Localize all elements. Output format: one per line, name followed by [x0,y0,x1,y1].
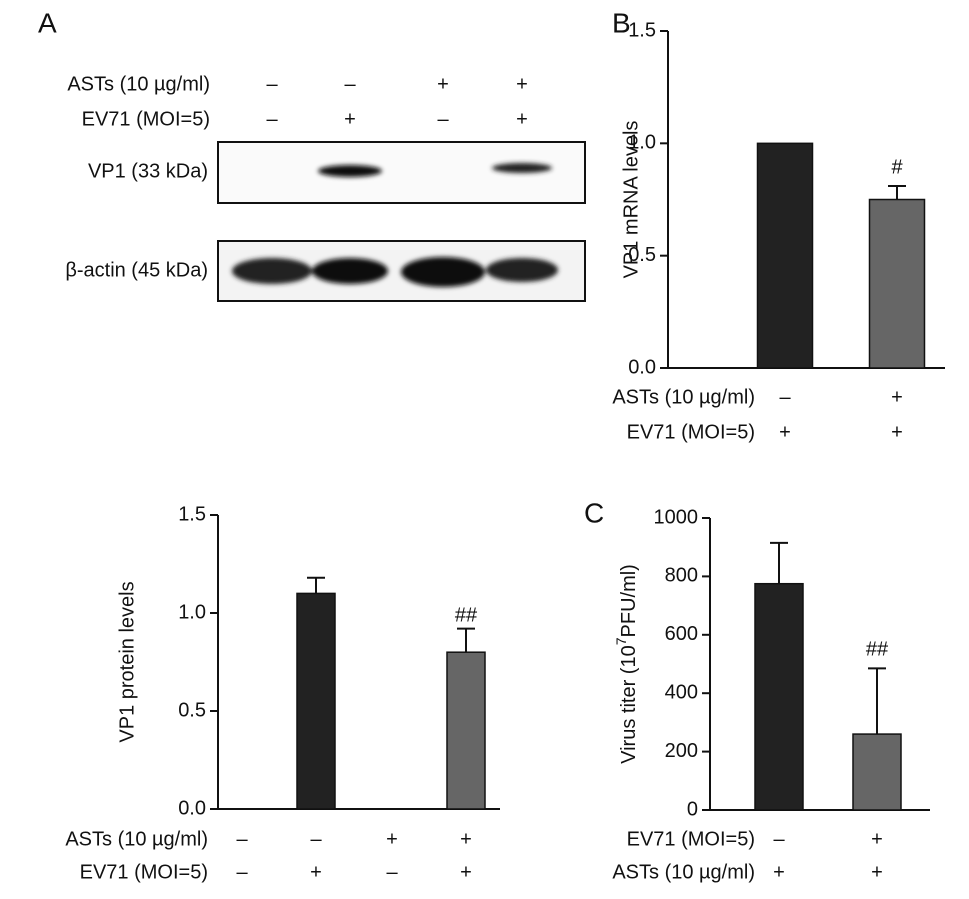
annotation: ## [455,604,478,626]
treatment-sign: – [236,828,248,850]
error-bar [307,576,325,594]
bar [852,733,902,811]
error-bar [770,541,788,584]
treatment-sign: + [891,421,903,443]
treatment-sign: – [236,861,248,883]
error-bar [868,667,886,735]
treatment-sign: – [773,828,785,850]
treatment-sign: + [871,828,883,850]
bar [754,582,804,811]
panel-letter: C [584,497,604,528]
y-tick-label: 1.0 [628,132,656,154]
y-tick-label: 1.5 [628,19,656,41]
y-axis-label-part: Virus titer (10 [618,645,640,764]
treatment-sign: + [871,861,883,883]
treatment-sign: – [386,861,398,883]
band [486,258,558,282]
band [401,257,485,287]
treatment-sign: + [779,421,791,443]
treatment-sign: + [460,828,472,850]
treatment-sign: + [310,861,322,883]
treatment-label: ASTs (10 µg/ml) [612,386,755,408]
y-tick-label: 400 [665,681,698,703]
band [312,258,388,284]
treatment-sign: + [891,386,903,408]
y-tick-label: 200 [665,740,698,762]
treatment-label: EV71 (MOI=5) [80,861,208,883]
treatment-label: ASTs (10 µg/ml) [65,828,208,850]
panel-letter: B [612,7,631,38]
y-tick-label: 600 [665,623,698,645]
treatment-sign: + [386,828,398,850]
band [318,165,382,177]
y-tick-label: 1000 [654,506,699,528]
y-tick-label: 0.0 [628,356,656,378]
bands [232,163,558,287]
treatment-sign: + [460,861,472,883]
y-axis-label: Virus titer (107PFU/ml) [613,564,641,764]
treatment-sign: – [437,108,449,130]
treatment-sign: – [266,108,278,130]
treatment-sign: – [344,73,356,95]
y-axis-label: VP1 protein levels [116,581,138,742]
bar [296,592,336,810]
treatment-sign: + [516,108,528,130]
treatment-label: EV71 (MOI=5) [82,108,210,130]
treatment-sign: – [266,73,278,95]
y-axis-label-part: PFU/ml) [618,564,640,637]
treatment-label: EV71 (MOI=5) [627,421,755,443]
y-axis-label: VP1 mRNA levels [620,121,642,279]
treatment-label: ASTs (10 µg/ml) [612,861,755,883]
bar [868,198,926,369]
y-tick-label: 0.0 [178,797,206,819]
treatment-sign: – [779,386,791,408]
y-tick-label: 0.5 [178,699,206,721]
treatment-label: ASTs (10 µg/ml) [67,73,210,95]
row-label: β-actin (45 kDa) [65,259,208,281]
band [492,163,552,173]
y-tick-label: 0 [687,798,698,820]
treatment-sign: + [437,73,449,95]
bar [756,142,814,369]
band [232,258,312,284]
panel-letter: A [38,7,57,38]
bar [446,651,486,810]
treatment-sign: + [773,861,785,883]
treatment-sign: – [310,828,322,850]
row-label: VP1 (33 kDa) [88,160,208,182]
y-tick-label: 800 [665,565,698,587]
y-axis-label-part: 7 [613,637,629,645]
error-bar [457,627,475,653]
annotation: # [891,156,903,178]
y-tick-label: 1.0 [178,601,206,623]
annotation: ## [866,639,889,661]
y-tick-label: 0.5 [628,244,656,266]
treatment-sign: + [516,73,528,95]
error-bar [888,185,906,200]
y-tick-label: 1.5 [178,503,206,525]
treatment-label: EV71 (MOI=5) [627,828,755,850]
treatment-sign: + [344,108,356,130]
